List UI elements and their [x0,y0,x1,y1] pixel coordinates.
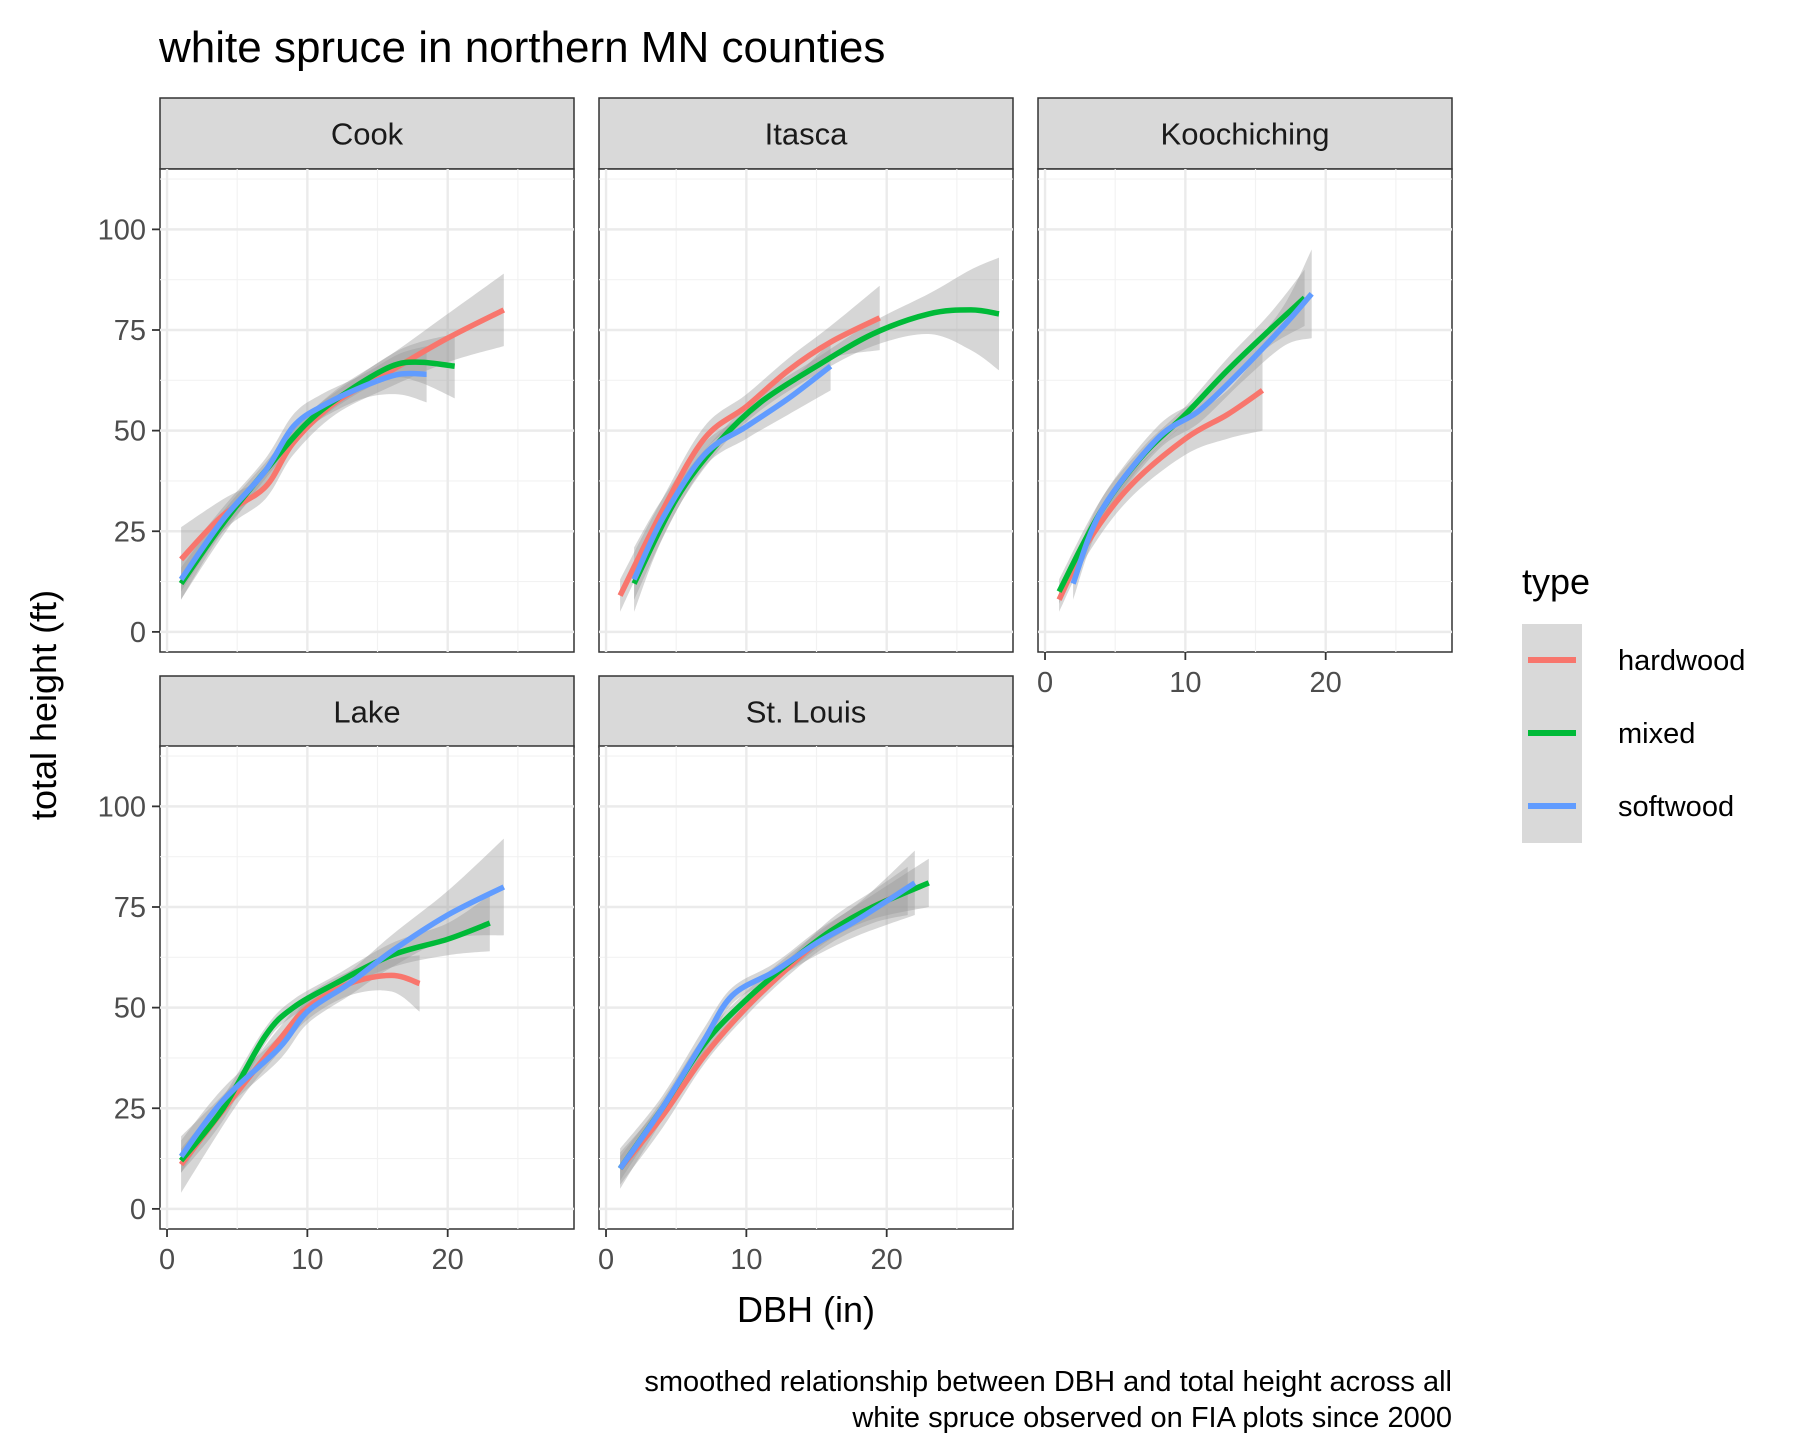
legend-label-mixed: mixed [1618,718,1695,750]
y-tick-label: 0 [130,1194,146,1226]
x-tick-label: 20 [1310,667,1342,699]
y-tick-label: 100 [98,214,146,246]
confidence-band-softwood [634,342,831,612]
facet-strip [598,675,1014,748]
series-line-softwood [1070,291,1314,585]
confidence-band-hardwood [1059,350,1263,612]
confidence-band-hardwood [620,866,908,1185]
series-line-mixed [178,920,491,1163]
x-axis-title: DBH (in) [737,1289,875,1330]
y-tick-label: 50 [114,993,146,1025]
y-tick-label: 25 [114,1093,146,1125]
legend-title: type [1522,561,1590,602]
facet-strip-label: Koochiching [1161,117,1330,152]
confidence-band-softwood [181,838,504,1173]
series-line-softwood [178,370,427,582]
confidence-band-mixed [181,894,490,1173]
panel-background [598,745,1014,1230]
facet-strip [1037,97,1453,170]
facet-koochiching: Koochiching 0 10 20 [1037,97,1453,699]
facet-strip-label: Cook [331,117,404,152]
x-tick-label: 10 [1169,667,1201,699]
panel-background [1037,168,1453,653]
facet-strip-label: Lake [333,695,400,730]
x-tick-label: 20 [432,1244,464,1276]
y-tick-label: 100 [98,791,146,823]
series-line-softwood [631,364,833,581]
facet-itasca: Itasca [598,97,1014,653]
y-axis-title: total height (ft) [23,590,64,820]
confidence-band-softwood [620,850,915,1189]
x-tick-label: 0 [1037,667,1053,699]
caption-line-1: smoothed relationship between DBH and to… [644,1366,1452,1398]
facet-cook: Cook 0 25 50 75 100 [98,97,575,653]
x-tick-label: 10 [730,1244,762,1276]
series-line-softwood [617,880,917,1171]
confidence-band-hardwood [620,285,880,612]
y-tick-label: 75 [114,315,146,347]
x-tick-label: 0 [598,1244,614,1276]
y-tick-label: 25 [114,516,146,548]
facet-strip-label: St. Louis [746,695,867,730]
y-tick-label: 0 [130,617,146,649]
facet-st-louis: St. Louis 0 10 20 [598,675,1014,1276]
panel-background [159,745,575,1230]
y-tick-label: 75 [114,892,146,924]
series-line-hardwood [617,315,881,597]
facet-strip [159,675,575,748]
legend-label-softwood: softwood [1618,791,1734,823]
legend: type hardwood mixed softwood [1522,561,1745,843]
panel-background [598,168,1014,653]
confidence-band-mixed [634,257,999,600]
y-tick-label: 50 [114,416,146,448]
x-tick-label: 10 [291,1244,323,1276]
facet-strip-label: Itasca [765,117,848,152]
x-tick-label: 20 [871,1244,903,1276]
x-tick-label: 0 [159,1244,175,1276]
facet-strip [159,97,575,170]
confidence-band-softwood [1073,249,1312,600]
panel-background [159,168,575,653]
chart-title: white spruce in northern MN counties [158,23,885,72]
facet-lake: Lake 0 25 50 75 100 0 10 20 [98,675,575,1276]
legend-label-hardwood: hardwood [1618,645,1745,677]
caption-line-2: white spruce observed on FIA plots since… [851,1402,1452,1434]
series-line-softwood [178,884,506,1159]
series-line-hardwood [178,972,421,1167]
